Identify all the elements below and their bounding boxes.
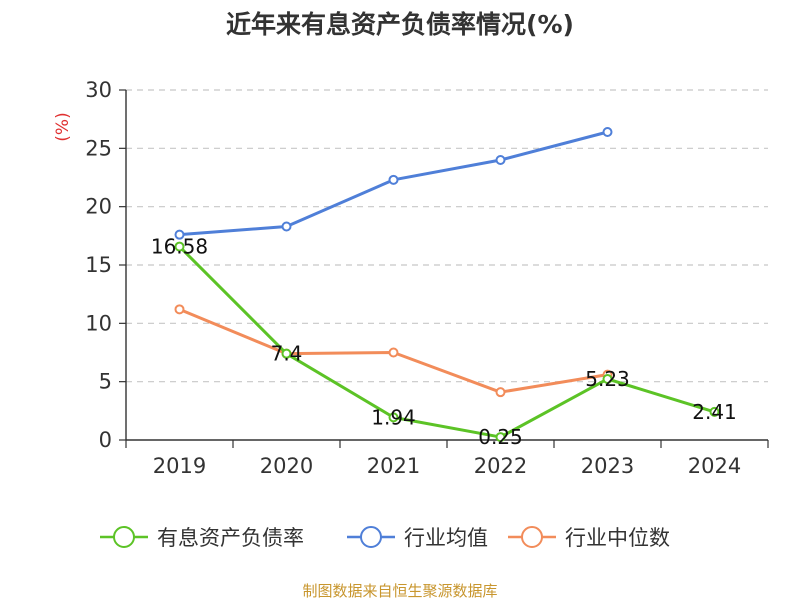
series-group [174, 127, 720, 443]
data-point[interactable] [388, 412, 399, 423]
data-label: 5.23 [585, 367, 630, 391]
y-tick-label: 5 [99, 370, 112, 394]
series-line [178, 245, 716, 439]
data-point[interactable] [388, 347, 399, 358]
x-tick-label: 2020 [260, 454, 313, 478]
gridlines [126, 89, 768, 383]
x-tick-label: 2024 [688, 454, 741, 478]
series-2 [174, 304, 613, 398]
legend-label: 行业均值 [404, 526, 488, 550]
data-label: 1.94 [371, 405, 416, 429]
legend-item-1[interactable]: 行业均值 [347, 526, 488, 550]
legend-item-0[interactable]: 有息资产负债率 [100, 526, 304, 550]
data-labels: 16.58 7.4 1.94 0.25 5.23 2.41 [151, 235, 737, 450]
data-label: 16.58 [151, 235, 208, 259]
legend-swatch-marker [113, 526, 135, 548]
data-point[interactable] [709, 406, 720, 417]
data-point[interactable] [281, 221, 292, 232]
data-point[interactable] [388, 174, 399, 185]
y-tick-label: 0 [99, 428, 112, 452]
legend[interactable]: 有息资产负债率 行业均值 行业中位数 [100, 526, 670, 550]
data-point[interactable] [602, 127, 613, 137]
legend-label: 有息资产负债率 [157, 526, 304, 550]
y-axis-label: (%) [53, 112, 73, 141]
x-tick-label: 2022 [474, 454, 527, 478]
y-tick-label: 20 [85, 195, 112, 219]
legend-item-2[interactable]: 行业中位数 [508, 526, 670, 550]
legend-label: 行业中位数 [565, 526, 670, 550]
y-tick-label: 25 [85, 136, 112, 160]
data-point[interactable] [495, 432, 506, 443]
data-label: 7.4 [271, 342, 303, 366]
data-label: 2.41 [692, 400, 737, 424]
data-point[interactable] [495, 155, 506, 165]
legend-swatch-marker [360, 526, 382, 548]
axes: 0 5 10 15 20 25 30 2019 2020 2021 2022 2023 2024 [85, 78, 769, 478]
data-point[interactable] [174, 229, 185, 240]
x-tick-label: 2019 [153, 454, 206, 478]
data-point[interactable] [602, 373, 613, 384]
data-point[interactable] [495, 387, 506, 398]
data-point[interactable] [174, 304, 185, 315]
y-tick-label: 15 [85, 253, 112, 277]
series-1 [174, 127, 613, 240]
y-tick-label: 30 [85, 78, 112, 102]
chart-title: 近年来有息资产负债率情况(%) [226, 10, 574, 39]
source-note: 制图数据来自恒生聚源数据库 [302, 582, 497, 600]
data-point[interactable] [174, 241, 185, 252]
data-point[interactable] [281, 348, 292, 359]
legend-swatch-marker [521, 526, 543, 548]
x-tick-label: 2023 [581, 454, 634, 478]
series-0 [174, 241, 720, 443]
data-label: 0.25 [478, 425, 523, 449]
y-tick-label: 10 [85, 311, 112, 335]
x-tick-label: 2021 [367, 454, 420, 478]
